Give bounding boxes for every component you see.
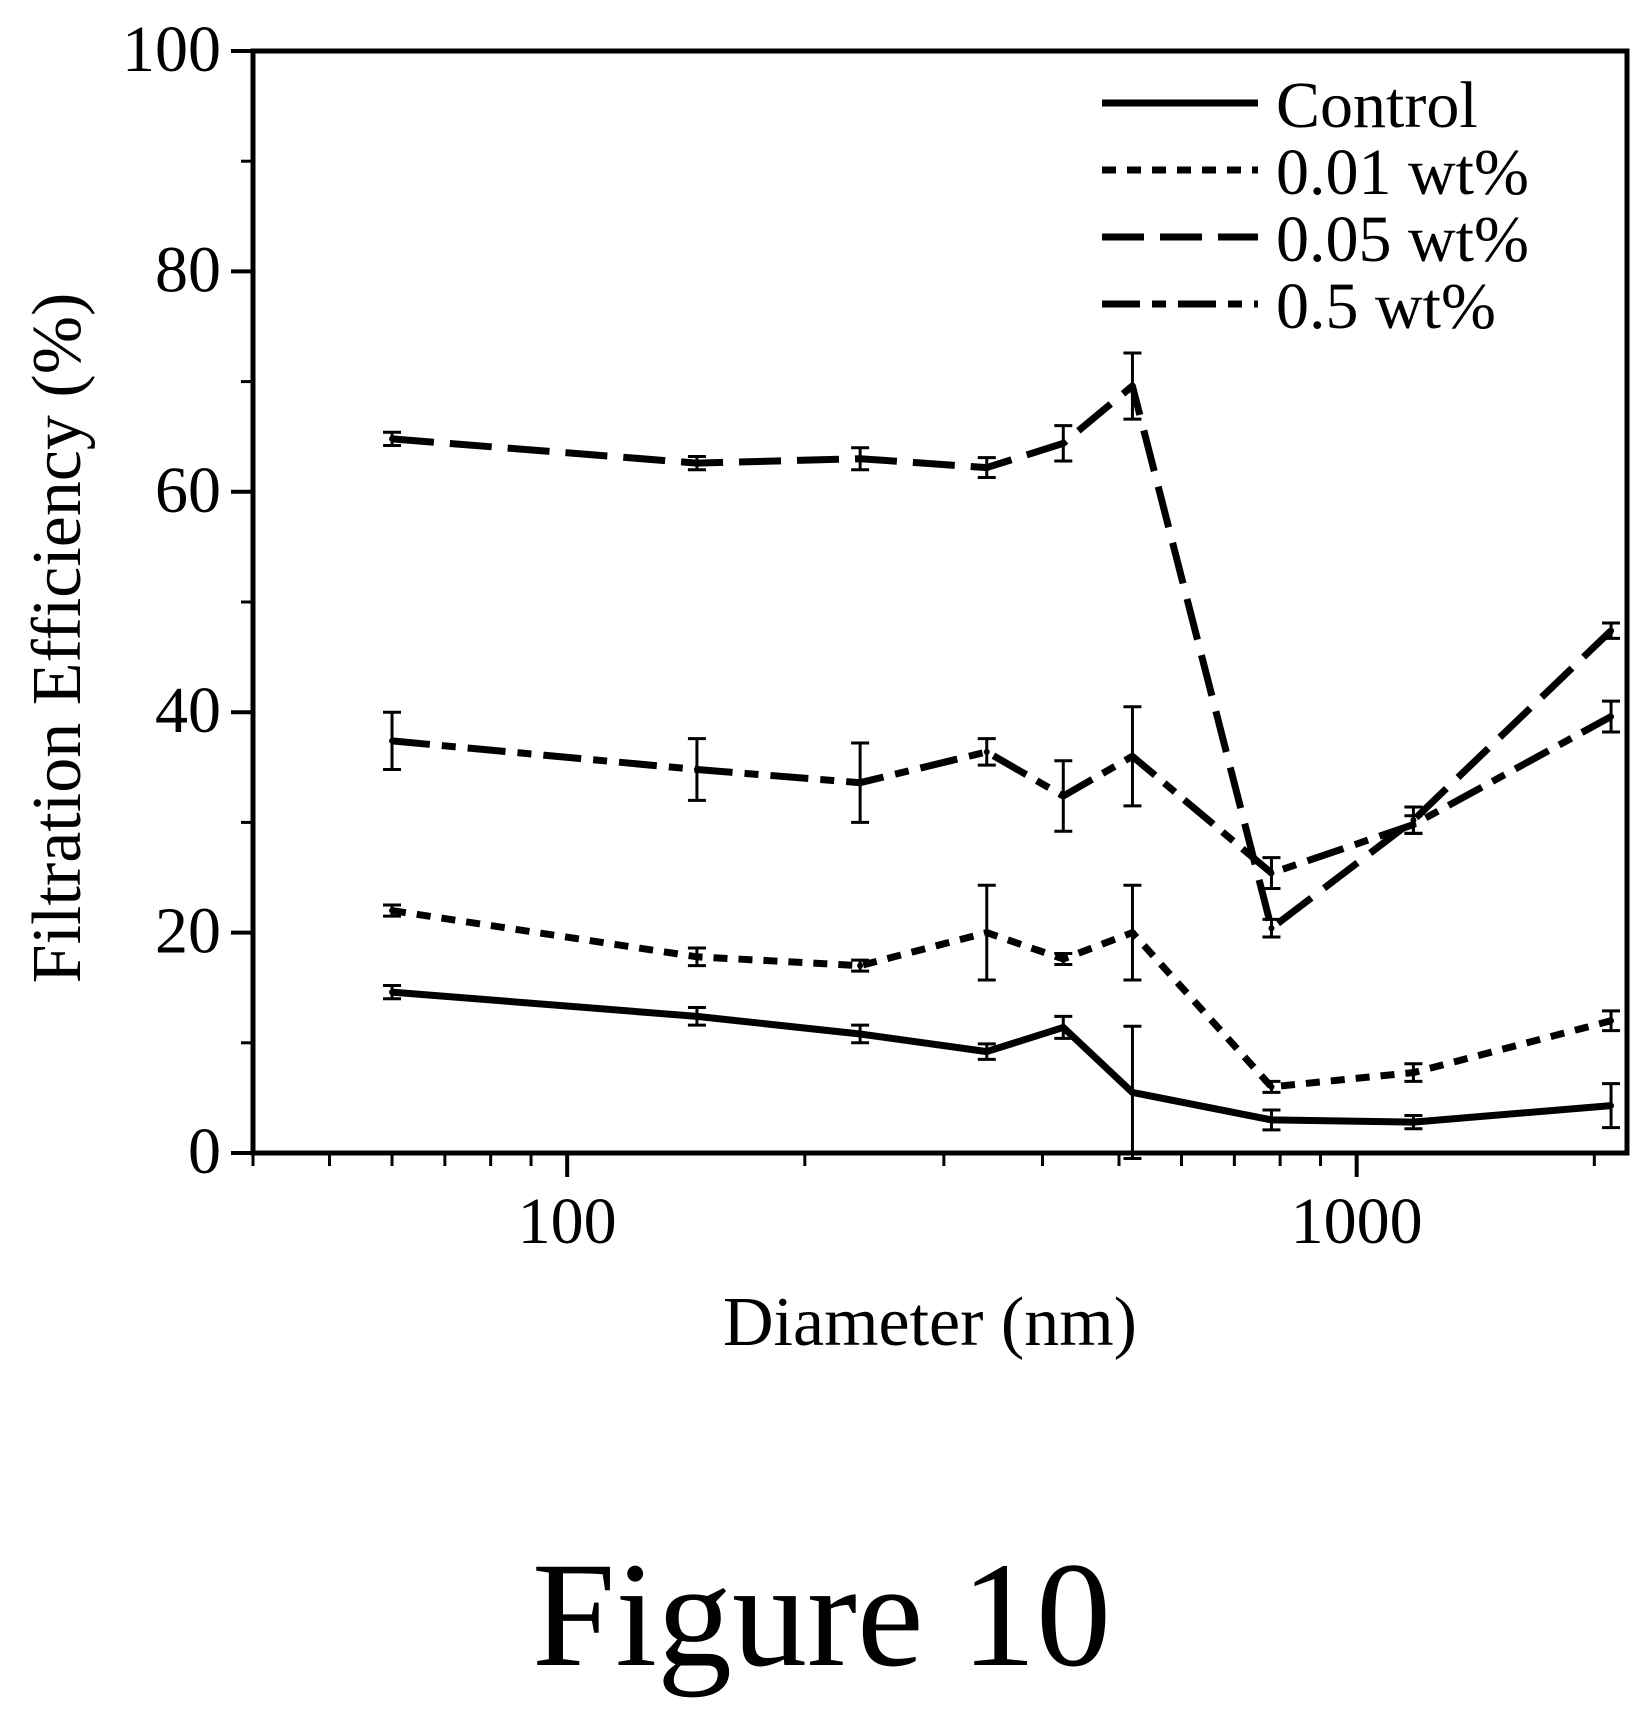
data-point (857, 455, 864, 462)
y-tick-label: 0 (188, 1115, 221, 1188)
y-tick-label: 40 (155, 674, 221, 747)
data-point (1608, 627, 1615, 634)
data-point (1129, 383, 1136, 390)
data-point (983, 748, 990, 755)
series-layer (383, 351, 1621, 1161)
figure-caption: Figure 10 (531, 1532, 1112, 1698)
legend-label: 0.01 wt% (1276, 136, 1529, 209)
data-point (1060, 1024, 1067, 1031)
data-point (693, 460, 700, 467)
series-2 (383, 351, 1621, 939)
data-point (857, 779, 864, 786)
data-point (389, 989, 396, 996)
data-point (1608, 713, 1615, 720)
data-point (1410, 821, 1417, 828)
y-tick-label: 20 (155, 895, 221, 968)
data-point (1268, 1083, 1275, 1090)
series-line (391, 907, 1612, 1091)
data-point (389, 435, 396, 442)
data-point (1129, 1089, 1136, 1096)
data-point (1608, 1017, 1615, 1024)
legend-label: 0.05 wt% (1276, 203, 1529, 276)
data-point (983, 464, 990, 471)
data-point (389, 907, 396, 914)
data-point (1129, 929, 1136, 936)
data-point (1268, 925, 1275, 932)
series-1 (383, 883, 1621, 1094)
data-point (1129, 753, 1136, 760)
data-point (1608, 1102, 1615, 1109)
data-point (389, 737, 396, 744)
data-point (1060, 792, 1067, 799)
data-point (1268, 870, 1275, 877)
x-tick-label: 100 (518, 1185, 617, 1258)
y-tick-label: 80 (155, 233, 221, 306)
legend-label: 0.5 wt% (1276, 270, 1496, 343)
data-point (1060, 440, 1067, 447)
x-tick-label: 1000 (1291, 1185, 1423, 1258)
y-tick-label: 60 (155, 454, 221, 527)
data-point (1410, 1069, 1417, 1076)
series-line (391, 988, 1612, 1126)
data-point (857, 962, 864, 969)
y-axis-label: Filtration Efficiency (%) (19, 293, 96, 984)
y-tick-label: 100 (122, 13, 221, 86)
data-point (1410, 1119, 1417, 1126)
data-point (1268, 1116, 1275, 1123)
data-point (693, 1013, 700, 1020)
data-point (983, 929, 990, 936)
series-line (391, 713, 1613, 877)
data-point (983, 1048, 990, 1055)
data-point (693, 766, 700, 773)
data-point (1060, 956, 1067, 963)
x-axis-label: Diameter (nm) (723, 1284, 1137, 1361)
series-3 (383, 699, 1621, 891)
axes: 0 20 40 60 80 100 100 1000 (122, 13, 1630, 1258)
series-line (391, 382, 1614, 932)
data-point (693, 953, 700, 960)
series-0 (383, 983, 1621, 1161)
data-point (857, 1030, 864, 1037)
legend-label: Control (1276, 69, 1478, 142)
